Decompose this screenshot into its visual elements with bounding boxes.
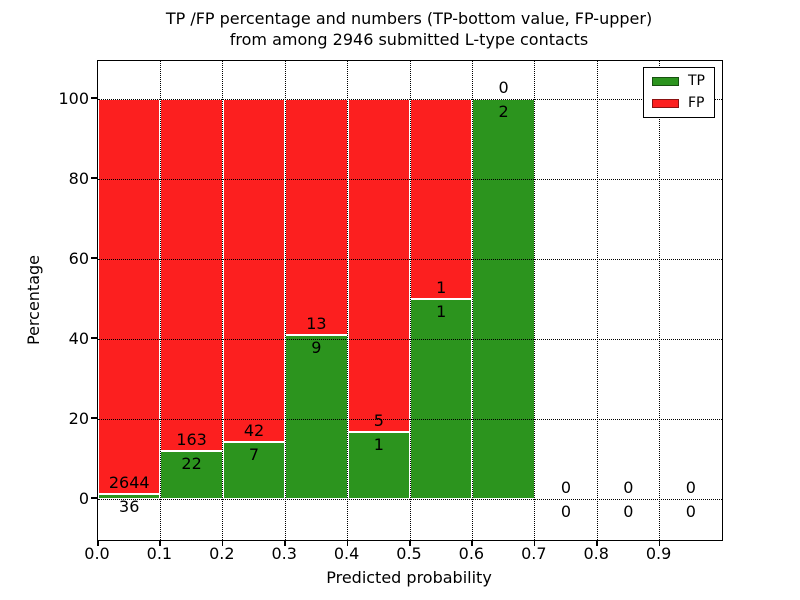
- fp-count-label: 2644: [108, 472, 150, 492]
- x-tick: [596, 540, 598, 546]
- fp-count-label: 0: [623, 478, 634, 497]
- x-tick: [471, 540, 473, 546]
- tp-count-label: 2: [498, 102, 509, 121]
- x-tick-label: 0.0: [84, 544, 110, 563]
- chart-title: TP /FP percentage and numbers (TP-bottom…: [97, 8, 721, 50]
- fp-bar-segment: [98, 99, 161, 494]
- tp-color-swatch: [652, 77, 679, 86]
- y-tick: [91, 337, 97, 339]
- chart-title-line2: from among 2946 submitted L-type contact…: [229, 30, 589, 49]
- x-tick-label: 0.4: [333, 544, 360, 563]
- tp-count-label: 9: [311, 338, 322, 358]
- fp-bar-segment: [410, 99, 473, 299]
- x-tick: [159, 540, 161, 546]
- x-tick: [97, 540, 99, 546]
- fp-count-label: 42: [243, 420, 265, 440]
- tp-count-label: 0: [685, 502, 696, 521]
- y-tick-label: 0: [78, 488, 89, 508]
- x-axis-label: Predicted probability: [326, 568, 492, 587]
- v-gridline: [659, 61, 661, 540]
- legend: TP FP: [643, 67, 715, 118]
- x-tick-label: 0.7: [521, 544, 547, 563]
- fp-count-label: 0: [560, 478, 572, 497]
- fp-bar-segment: [222, 99, 286, 442]
- tp-bar-segment: [285, 335, 348, 499]
- fp-color-swatch: [652, 99, 679, 108]
- v-gridline: [222, 61, 224, 540]
- y-tick-label: 60: [68, 248, 89, 268]
- fp-count-label: 1: [436, 278, 447, 297]
- y-tick: [91, 417, 97, 419]
- x-tick-label: 0.1: [146, 544, 173, 563]
- x-tick-label: 0.2: [209, 544, 235, 563]
- fp-count-label: 0: [685, 478, 696, 497]
- fp-bar-segment: [347, 99, 410, 433]
- tp-bar-segment: [98, 493, 161, 499]
- tp-bar-segment: [222, 441, 286, 499]
- fp-count-label: 13: [306, 314, 327, 334]
- x-tick-label: 0.8: [583, 544, 609, 563]
- legend-item-tp: TP: [652, 73, 705, 90]
- x-tick: [284, 540, 286, 546]
- tp-count-label: 22: [181, 454, 202, 474]
- tp-count-label: 7: [248, 444, 260, 464]
- v-gridline: [471, 61, 473, 540]
- plot-area: TP FP 2644 36 163 22 42 7 13 9 5 1 1 1 0 2 0 0 0 0 0 0: [97, 60, 723, 541]
- v-gridline: [159, 61, 161, 540]
- v-gridline: [409, 61, 411, 540]
- x-tick-label: 0.5: [396, 544, 422, 563]
- v-gridline: [284, 61, 286, 540]
- chart-title-line1: TP /FP percentage and numbers (TP-bottom…: [165, 9, 653, 28]
- x-tick-label: 0.6: [458, 544, 485, 563]
- x-tick-label: 0.3: [271, 544, 297, 563]
- tp-bar-segment: [160, 451, 223, 499]
- fp-count-label: 0: [498, 78, 509, 97]
- y-tick: [91, 177, 97, 179]
- v-gridline: [347, 61, 349, 540]
- x-tick: [658, 540, 661, 546]
- tp-count-label: 0: [623, 502, 634, 521]
- y-tick: [91, 497, 97, 499]
- tp-bar-segment: [347, 432, 410, 499]
- x-tick: [533, 540, 536, 546]
- x-tick: [221, 540, 224, 546]
- fp-bar-segment: [160, 99, 223, 452]
- fp-count-label: 5: [373, 411, 384, 431]
- tp-count-label: 1: [436, 302, 447, 321]
- tp-count-label: 1: [373, 435, 384, 455]
- v-gridline: [596, 61, 598, 540]
- legend-item-fp: FP: [652, 95, 705, 112]
- tp-count-label: 36: [119, 496, 140, 516]
- x-tick-label: 0.9: [645, 544, 672, 563]
- x-tick: [409, 540, 411, 546]
- legend-label-tp: TP: [688, 73, 705, 89]
- y-axis-label: Percentage: [24, 254, 43, 345]
- y-tick-label: 40: [68, 328, 89, 348]
- y-tick: [91, 257, 97, 259]
- y-tick: [91, 97, 97, 99]
- legend-label-fp: FP: [688, 95, 705, 111]
- fp-bar-segment: [285, 99, 348, 336]
- fp-count-label: 163: [176, 430, 207, 450]
- y-tick-label: 80: [68, 168, 89, 188]
- tp-count-label: 0: [560, 502, 572, 521]
- tp-bar-segment: [472, 99, 535, 499]
- v-gridline: [534, 61, 536, 540]
- y-tick-label: 100: [58, 88, 89, 108]
- x-tick: [346, 540, 349, 546]
- tp-bar-segment: [410, 299, 473, 499]
- y-tick-label: 20: [68, 408, 89, 428]
